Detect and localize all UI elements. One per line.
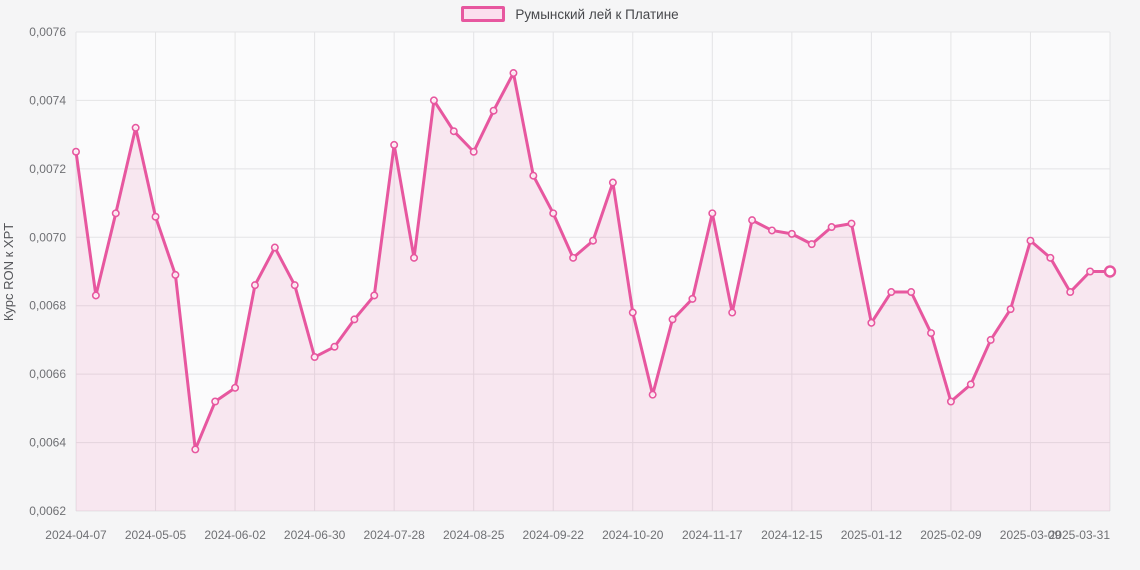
plot-group: 0,0076 0,0074 0,0072 0,0070 0,0068 0,0066 0,00… [29,25,1117,542]
data-point[interactable] [290,281,299,290]
legend-label: Румынский лей к Платине [515,6,679,22]
data-point[interactable] [787,229,796,238]
data-point[interactable] [588,236,597,245]
x-tick-label: 2024-05-05 [125,528,187,542]
data-point[interactable] [827,223,836,232]
x-tick-label: 2024-10-20 [602,528,664,542]
data-point[interactable] [171,270,180,279]
y-tick-label: 0,0068 [29,299,66,313]
x-tick-label: 2024-04-07 [45,528,107,542]
x-tick-label: 2024-08-25 [443,528,505,542]
data-point[interactable] [211,397,220,406]
x-tick-label: 2024-07-28 [363,528,425,542]
data-point[interactable] [708,209,717,218]
x-tick-label: 2025-02-09 [920,528,982,542]
data-point[interactable] [807,240,816,249]
x-tick-label: 2024-12-15 [761,528,823,542]
data-point[interactable] [867,318,876,327]
data-point[interactable] [509,69,518,78]
data-point[interactable] [72,147,81,156]
data-point[interactable] [191,445,200,454]
data-point[interactable] [131,123,140,132]
y-tick-label: 0,0076 [29,25,66,39]
data-point[interactable] [549,209,558,218]
data-point[interactable] [966,380,975,389]
data-point[interactable] [628,308,637,317]
plot-area [76,32,1110,511]
data-point[interactable] [449,127,458,136]
data-point[interactable] [748,216,757,225]
y-tick-label: 0,0072 [29,162,66,176]
data-point[interactable] [907,288,916,297]
data-point[interactable] [350,315,359,324]
x-tick-label: 2024-11-17 [682,528,743,542]
data-point[interactable] [728,308,737,317]
x-tick-label: 2025-03-31 [1049,528,1111,542]
legend[interactable]: Румынский лей к Платине [0,6,1140,22]
x-tick-label: 2025-01-12 [841,528,903,542]
data-point[interactable] [1086,267,1095,276]
data-point[interactable] [946,397,955,406]
data-point[interactable] [1066,288,1075,297]
data-point[interactable] [330,342,339,351]
data-point[interactable] [429,96,438,105]
data-point[interactable] [927,329,936,338]
legend-swatch [461,6,506,22]
data-point[interactable] [847,219,856,228]
x-tick-label: 2025-03-09 [1000,528,1062,542]
y-tick-label: 0,0070 [29,230,66,244]
data-point[interactable] [489,106,498,115]
data-point[interactable] [410,253,419,262]
data-point[interactable] [986,335,995,344]
data-point[interactable] [1026,236,1035,245]
data-point[interactable] [310,353,319,362]
data-point[interactable] [151,212,160,221]
data-point[interactable] [1046,253,1055,262]
x-tick-label: 2024-06-30 [284,528,346,542]
y-tick-label: 0,0064 [29,436,66,450]
data-point[interactable] [529,171,538,180]
data-point[interactable] [668,315,677,324]
y-tick-label: 0,0066 [29,367,66,381]
data-point[interactable] [767,226,776,235]
data-point[interactable] [231,383,240,392]
last-data-point[interactable] [1103,265,1117,278]
data-point[interactable] [1006,305,1015,314]
data-point[interactable] [887,288,896,297]
data-point[interactable] [390,140,399,149]
series-area [76,73,1110,512]
data-point[interactable] [270,243,279,252]
y-tick-label: 0,0062 [29,504,66,518]
data-point[interactable] [91,291,100,300]
data-point[interactable] [111,209,120,218]
x-tick-label: 2024-09-22 [523,528,585,542]
y-axis-title: Курс RON к XPT [1,223,16,321]
data-point[interactable] [469,147,478,156]
x-tick-label: 2024-06-02 [204,528,266,542]
y-tick-label: 0,0074 [29,93,66,107]
data-point[interactable] [370,291,379,300]
data-point[interactable] [569,253,578,262]
data-point[interactable] [250,281,259,290]
data-point[interactable] [608,178,617,187]
data-point[interactable] [688,294,697,303]
data-point[interactable] [648,390,657,399]
